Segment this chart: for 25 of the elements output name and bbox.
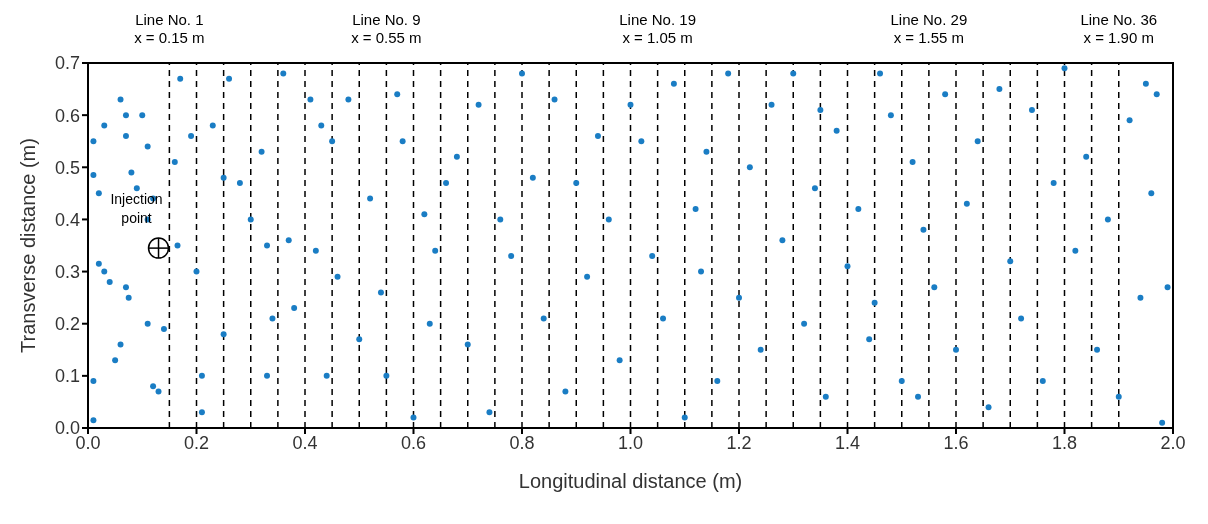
x-tick-label: 1.4 xyxy=(834,432,861,453)
x-tick-label: 1.0 xyxy=(617,432,644,453)
y-tick-label: 0.1 xyxy=(54,366,80,387)
x-tick-label: 0.2 xyxy=(183,432,210,453)
y-tick-label: 0.4 xyxy=(54,209,80,230)
y-tick-label: 0.6 xyxy=(54,105,80,126)
y-axis-title: Transverse distance (m) xyxy=(17,138,40,353)
ref-line-label: Line No. 36 x = 1.90 m xyxy=(1080,11,1158,46)
ref-line-label: Line No. 19 x = 1.05 m xyxy=(619,11,696,46)
y-tick-label: 0.5 xyxy=(54,157,80,178)
x-tick-label: 0.8 xyxy=(509,432,535,453)
x-tick-label: 1.6 xyxy=(943,432,969,453)
x-axis-title: Longitudinal distance (m) xyxy=(518,470,743,492)
y-tick-label: 0.3 xyxy=(54,261,80,282)
x-tick-label: 1.2 xyxy=(726,432,752,453)
ref-line-label: Line No. 9 x = 0.55 m xyxy=(351,11,422,46)
annotation: Injection point xyxy=(110,191,163,227)
x-tick-label: 0.6 xyxy=(400,432,427,453)
x-tick-label: 1.8 xyxy=(1051,432,1078,453)
y-tick-label: 0.7 xyxy=(54,53,80,74)
x-tick-label: 0.4 xyxy=(292,432,318,453)
ref-line-label: Line No. 1 x = 0.15 m xyxy=(134,11,205,46)
x-tick-label: 2.0 xyxy=(1160,432,1186,453)
ref-line-label: Line No. 29 x = 1.55 m xyxy=(890,11,968,46)
y-tick-label: 0.2 xyxy=(54,314,80,335)
